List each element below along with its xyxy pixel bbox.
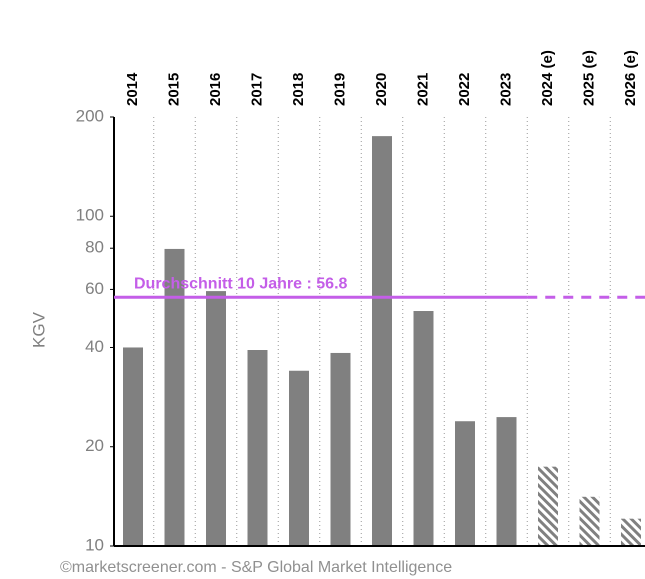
y-tick-label: 60	[85, 279, 104, 298]
bar	[579, 496, 600, 546]
footer: ©marketscreener.com - S&P Global Market …	[60, 559, 452, 576]
y-tick-label: 100	[76, 206, 104, 225]
bar	[496, 417, 517, 546]
x-tick-label: 2014	[124, 72, 141, 106]
y-axis-label: KGV	[29, 311, 48, 348]
bar	[538, 466, 558, 546]
y-tick-label: 40	[85, 337, 104, 356]
bar	[289, 370, 309, 546]
x-tick-label: 2022	[456, 73, 473, 106]
bar	[372, 136, 392, 546]
bar	[164, 248, 185, 546]
average-label: Durchschnitt 10 Jahre : 56.8	[134, 275, 348, 292]
x-tick-label: 2021	[414, 73, 431, 106]
x-tick-label: 2023	[497, 73, 514, 106]
x-tick-label: 2015	[165, 73, 182, 106]
bar	[621, 518, 641, 546]
x-tick-label: 2017	[248, 73, 265, 106]
x-tick-label: 2019	[331, 73, 348, 106]
x-tick-label: 2018	[290, 73, 307, 106]
x-tick-label: 2020	[373, 73, 390, 106]
y-tick-label: 80	[85, 238, 104, 257]
bar	[206, 291, 226, 546]
x-tick-label: 2026 (e)	[622, 50, 639, 106]
x-tick-label: 2025 (e)	[580, 50, 597, 106]
bar	[123, 347, 143, 546]
bar	[413, 311, 434, 546]
bar	[330, 352, 351, 546]
x-tick-label: 2024 (e)	[539, 50, 556, 106]
y-tick-label: 20	[85, 436, 104, 455]
y-tick-label: 10	[85, 535, 104, 554]
x-tick-label: 2016	[207, 73, 224, 106]
bar	[455, 421, 475, 546]
bar	[247, 350, 268, 546]
y-tick-label: 200	[76, 106, 104, 125]
